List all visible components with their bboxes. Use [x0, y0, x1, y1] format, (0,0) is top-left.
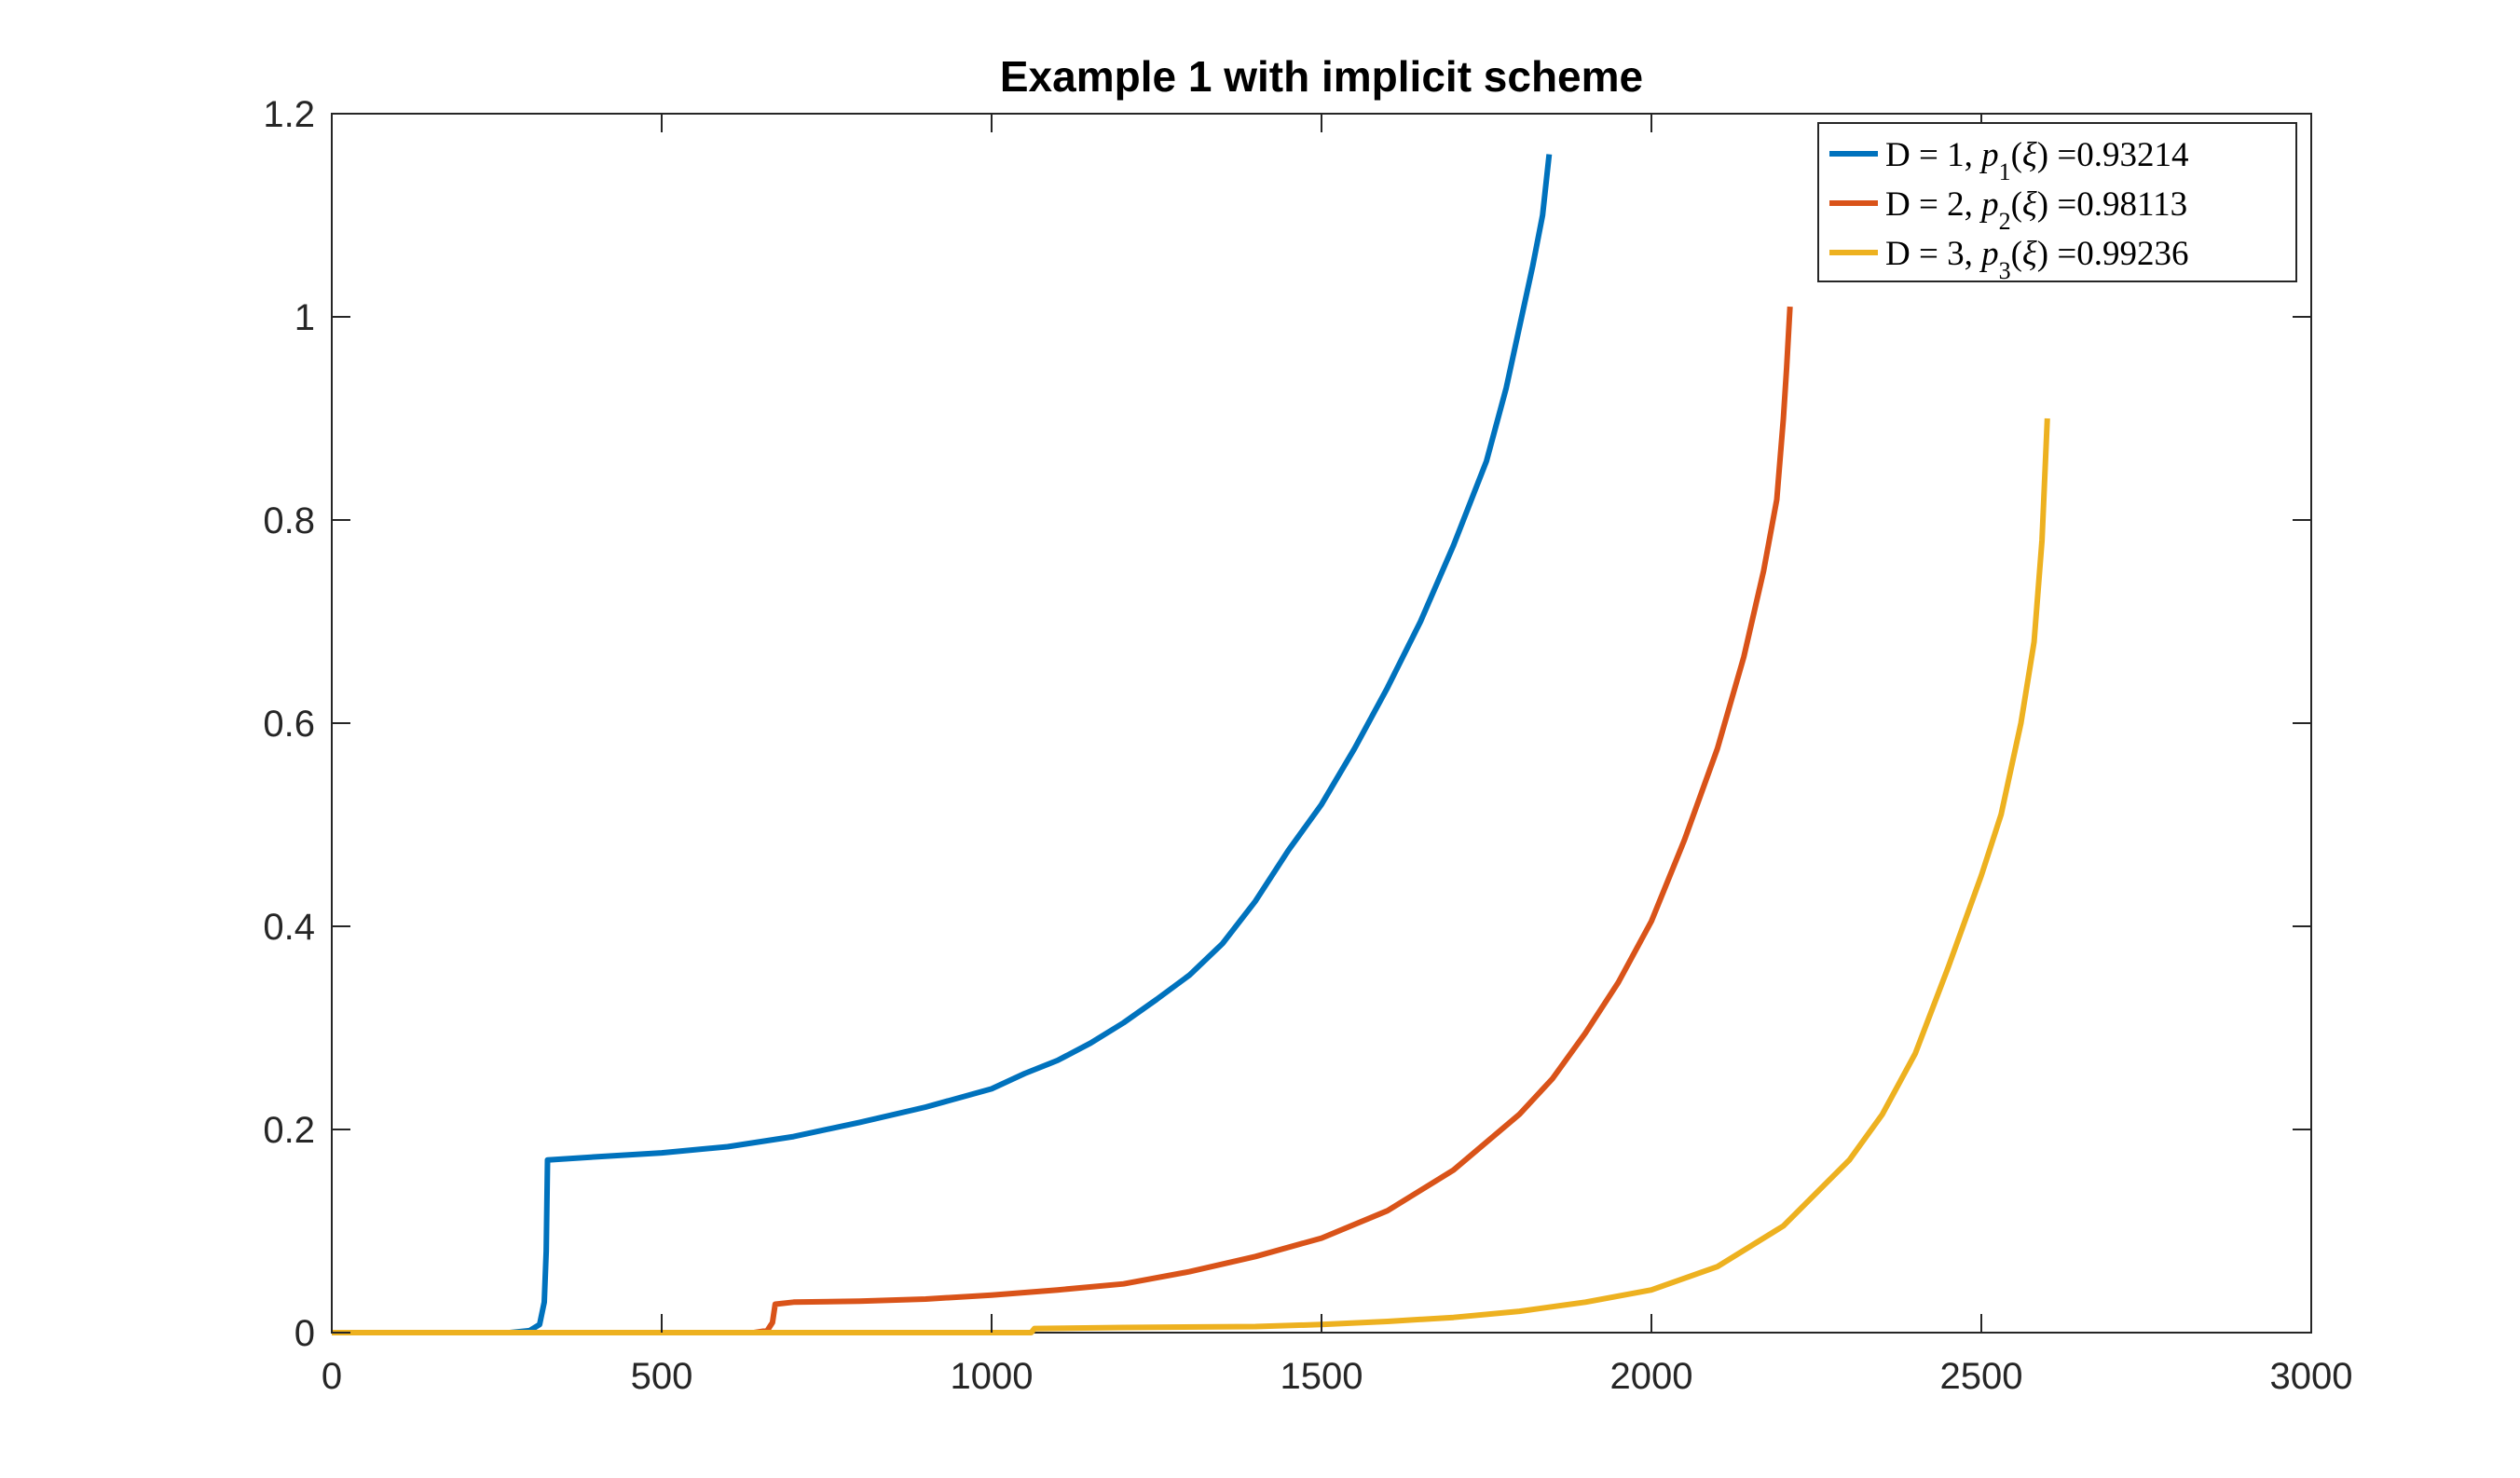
series-line-2 [332, 306, 1793, 1335]
x-tick-label: 3000 [2270, 1356, 2353, 1397]
y-tick-label: 0.4 [263, 907, 315, 948]
x-tick-label: 1000 [951, 1356, 1034, 1397]
series-line-3 [332, 417, 2050, 1335]
y-tick-label: 0.6 [263, 704, 315, 745]
legend-entry-3: D = 3, p3(ξ) =0.99236 [1885, 235, 2188, 284]
x-tick-label: 0 [322, 1356, 342, 1397]
series-lines [332, 154, 2050, 1335]
x-tick-label: 2500 [1940, 1356, 2023, 1397]
y-tick-label: 0 [294, 1313, 315, 1354]
y-tick-label: 1.2 [263, 94, 315, 135]
x-tick-label: 1500 [1281, 1356, 1363, 1397]
axes [331, 113, 2312, 1334]
legend-entry-1: D = 1, p1(ξ) =0.93214 [1885, 136, 2188, 185]
x-tick-label: 500 [631, 1356, 693, 1397]
tick-labels: 0 500 1000 1500 2000 2500 3000 0 0.2 0.4 0.6 0.8 1 1.… [263, 94, 2352, 1397]
series-line-1 [332, 154, 1553, 1335]
y-tick-label: 0.8 [263, 500, 315, 541]
plot-area-box [331, 113, 2312, 1334]
y-tick-label: 0.2 [263, 1110, 315, 1151]
legend-entry-2: D = 2, p2(ξ) =0.98113 [1885, 185, 2187, 235]
x-tick-label: 2000 [1610, 1356, 1693, 1397]
legend-box [1817, 122, 2297, 282]
chart-title: Example 1 with implicit scheme [1000, 52, 1643, 101]
y-tick-label: 1 [294, 297, 315, 338]
